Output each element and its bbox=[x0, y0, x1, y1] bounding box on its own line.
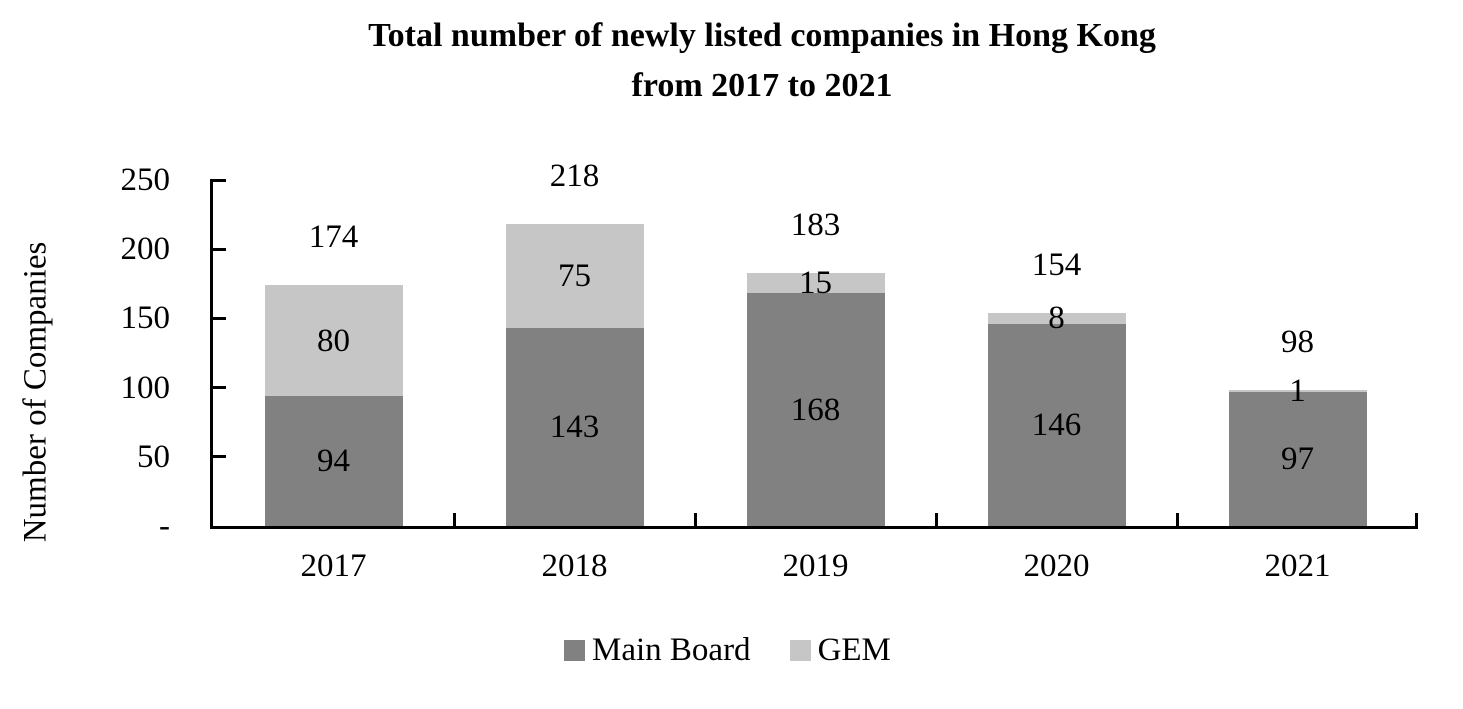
chart-title-line2: from 2017 to 2021 bbox=[631, 67, 893, 104]
x-category-label: 2017 bbox=[300, 548, 367, 584]
y-tick bbox=[213, 316, 226, 320]
total-label: 154 bbox=[1031, 246, 1082, 283]
segment-label-main-board: 143 bbox=[549, 409, 600, 446]
bar-segment-gem-2017 bbox=[264, 285, 403, 396]
x-category-label: 2020 bbox=[1023, 548, 1090, 584]
legend-swatch-icon bbox=[789, 640, 811, 661]
bar-segment-gem-2019 bbox=[746, 272, 885, 294]
y-tick bbox=[213, 178, 226, 182]
x-axis-line bbox=[210, 526, 1418, 529]
bar-segment-gem-2020 bbox=[987, 312, 1126, 324]
bar-segment-main-board-2021 bbox=[1228, 391, 1367, 526]
y-tick bbox=[213, 455, 226, 459]
chart-title: Total number of newly listed companies i… bbox=[368, 11, 1156, 111]
legend-item-main-board: Main Board bbox=[564, 634, 751, 667]
bar-segment-gem-2021 bbox=[1228, 390, 1367, 392]
x-tick bbox=[693, 513, 697, 526]
legend-label: GEM bbox=[817, 632, 891, 668]
bar-segment-main-board-2020 bbox=[987, 323, 1126, 526]
y-axis-title: Number of Companies bbox=[17, 241, 54, 543]
x-tick bbox=[452, 513, 456, 526]
y-tick-label: 250 bbox=[120, 162, 171, 198]
y-axis-line bbox=[210, 179, 213, 529]
bar-segment-main-board-2018 bbox=[505, 328, 644, 526]
x-tick bbox=[1175, 513, 1179, 526]
y-tick-label: 200 bbox=[120, 231, 171, 268]
bar-segment-main-board-2017 bbox=[264, 395, 403, 526]
segment-label-gem: 15 bbox=[799, 265, 832, 302]
segment-label-gem: 8 bbox=[1048, 300, 1065, 337]
x-tick bbox=[1415, 513, 1418, 526]
plot-area: 94 80 174 2017 143 75 218 2018 168 15 183 2019 146 8 1… bbox=[213, 158, 1418, 584]
total-label: 183 bbox=[790, 206, 841, 243]
segment-label-gem: 75 bbox=[558, 258, 591, 295]
y-tick bbox=[213, 247, 226, 251]
x-category-label: 2021 bbox=[1264, 548, 1331, 584]
segment-label-main-board: 168 bbox=[790, 391, 841, 428]
total-label: 218 bbox=[549, 158, 600, 195]
legend-item-gem: GEM bbox=[789, 632, 891, 668]
y-tick bbox=[213, 386, 226, 390]
chart-title-line1: Total number of newly listed companies i… bbox=[368, 17, 1156, 54]
segment-label-main-board: 94 bbox=[317, 442, 350, 479]
y-tick-label: 150 bbox=[120, 300, 171, 337]
bar-segment-gem-2018 bbox=[505, 224, 644, 329]
x-tick bbox=[934, 513, 938, 526]
x-category-label: 2018 bbox=[541, 548, 608, 584]
y-tick-label: 100 bbox=[120, 369, 171, 406]
legend-swatch-icon bbox=[564, 640, 585, 661]
total-label: 174 bbox=[308, 219, 359, 256]
segment-label-gem: 1 bbox=[1289, 373, 1306, 410]
total-label: 98 bbox=[1281, 324, 1314, 361]
segment-label-gem: 80 bbox=[317, 322, 350, 359]
segment-label-main-board: 146 bbox=[1031, 406, 1082, 443]
legend: Main Board GEM bbox=[564, 634, 891, 667]
bar-segment-main-board-2019 bbox=[746, 293, 885, 526]
legend-label: Main Board bbox=[592, 632, 751, 668]
y-tick-label: 50 bbox=[137, 438, 170, 475]
x-category-label: 2019 bbox=[782, 548, 849, 584]
segment-label-main-board: 97 bbox=[1281, 440, 1314, 477]
y-tick-label: - bbox=[159, 508, 170, 544]
